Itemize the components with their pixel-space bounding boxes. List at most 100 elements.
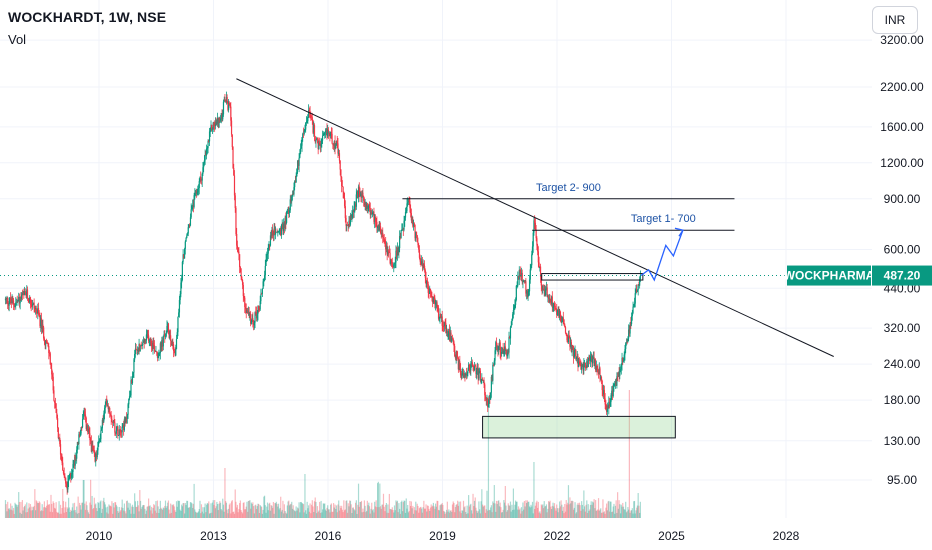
candle-body — [607, 405, 609, 408]
candle-body — [255, 312, 257, 313]
volume-bar — [7, 508, 10, 518]
volume-bar — [103, 502, 106, 518]
volume-bar — [41, 504, 43, 518]
candle-body — [487, 398, 489, 408]
volume-bar — [297, 508, 299, 518]
volume-bar — [161, 509, 164, 518]
volume-bar — [295, 506, 297, 518]
candle-body — [566, 334, 568, 341]
candle-body — [32, 304, 34, 306]
volume-bar — [639, 512, 641, 518]
candle-body — [37, 308, 39, 313]
candle-body — [638, 284, 640, 286]
price-tick-label: 130.00 — [884, 434, 921, 448]
candle-body — [124, 418, 126, 423]
volume-bar — [96, 511, 98, 518]
candle-body — [112, 420, 114, 423]
volume-bar — [228, 508, 230, 518]
candle-body — [33, 302, 35, 309]
candle-body — [181, 280, 183, 283]
volume-bar — [206, 503, 208, 518]
volume-bar — [169, 513, 171, 518]
candle-body — [571, 344, 573, 353]
candle-body — [484, 395, 487, 400]
volume-bar — [426, 511, 428, 518]
volume-bar — [423, 500, 425, 518]
volume-bar — [239, 503, 241, 518]
candle-body — [480, 379, 482, 381]
candle-body — [632, 306, 634, 313]
volume-bar — [616, 512, 618, 518]
volume-bar — [265, 512, 267, 518]
candle-body — [570, 342, 572, 347]
candle-body — [421, 261, 423, 265]
candle-body — [187, 227, 189, 234]
candle-body — [225, 97, 228, 103]
volume-bar — [444, 513, 446, 518]
price-axis[interactable]: 3200.002200.001600.001200.00900.00600.00… — [880, 33, 924, 487]
volume-bar — [533, 462, 535, 518]
volume-bar — [411, 508, 413, 518]
candle-body — [424, 270, 426, 278]
candle-body — [595, 360, 597, 371]
candle-body — [117, 435, 120, 436]
candle-body — [316, 137, 318, 141]
volume-bar — [222, 504, 225, 518]
candle-body — [401, 229, 403, 231]
candle-body — [475, 365, 477, 375]
volume-bar — [64, 507, 66, 518]
volume-bar — [446, 509, 448, 518]
volume-bar — [515, 501, 517, 518]
volume-bar — [287, 501, 289, 518]
candle-body — [327, 129, 330, 134]
volume-bar — [126, 500, 128, 518]
candle-body — [408, 199, 410, 202]
candle-body — [87, 429, 90, 432]
candle-body — [555, 308, 557, 310]
candle-body — [213, 122, 215, 126]
candle-body — [617, 372, 619, 377]
candle-body — [174, 352, 176, 356]
currency-button[interactable]: INR — [872, 6, 918, 34]
candle-body — [322, 135, 324, 137]
candle-body — [367, 205, 369, 209]
candle-body — [157, 356, 159, 358]
volume-bar — [272, 507, 274, 518]
volume-bar — [399, 513, 401, 518]
candle-body — [520, 271, 522, 277]
candle-body — [399, 236, 401, 249]
volume-bar — [559, 501, 561, 518]
time-axis[interactable]: 2010 2013 2016 2019 2022 2025 2028 — [86, 529, 800, 543]
price-tick-label: 95.00 — [887, 473, 917, 487]
candle-body — [336, 140, 338, 144]
volume-bar — [539, 513, 542, 518]
candle-body — [478, 371, 480, 379]
candle-body — [249, 313, 251, 315]
candle-body — [55, 403, 57, 413]
candle-body — [313, 125, 316, 137]
candle-body — [483, 380, 485, 385]
candle-body — [133, 359, 135, 373]
candle-body — [261, 288, 263, 294]
volume-bar — [580, 510, 582, 518]
candle-body — [138, 343, 140, 352]
volume-bar — [364, 505, 366, 518]
candle-body — [394, 262, 396, 264]
support-zone — [482, 415, 676, 439]
volume-bar — [478, 501, 480, 518]
candle-body — [176, 332, 178, 339]
candle-body — [283, 223, 286, 228]
volume-bar — [87, 510, 89, 518]
candle-body — [532, 232, 534, 247]
volume-bar — [511, 504, 513, 518]
volume-bar — [487, 510, 489, 518]
volume-bar — [111, 501, 113, 518]
candle-body — [523, 280, 526, 282]
volume-bar — [29, 504, 32, 518]
volume-bar — [538, 512, 540, 518]
candle-body — [219, 118, 222, 121]
candle-body — [175, 338, 178, 349]
candle-body — [131, 380, 133, 384]
volume-bar — [389, 508, 391, 518]
